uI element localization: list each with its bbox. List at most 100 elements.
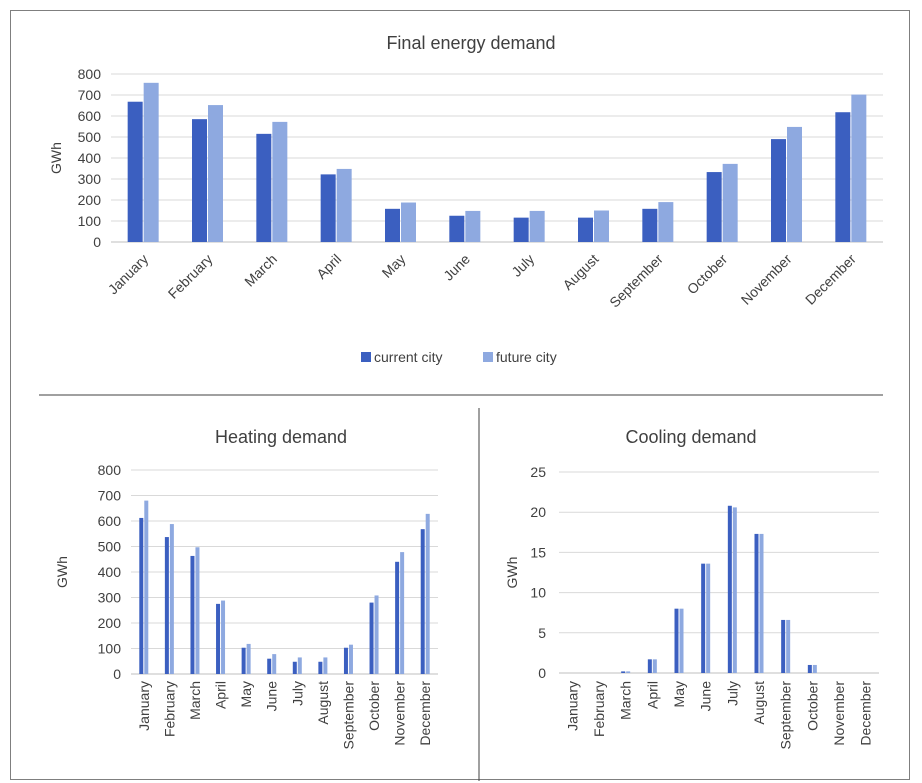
heating-x-tick-label: May (238, 681, 254, 707)
final-ylabel: GWh (48, 142, 64, 174)
final-bar-current (449, 215, 465, 242)
cooling-x-tick-label: November (831, 681, 847, 746)
legend-swatch-future (483, 352, 493, 362)
heating-bar-future (169, 524, 174, 674)
heating-y-tick-label: 400 (98, 564, 122, 580)
heating-bar-current (190, 555, 195, 674)
cooling-bar-future (706, 563, 711, 673)
heating-x-tick-label: July (289, 681, 305, 706)
final-bar-current (513, 217, 529, 242)
cooling-bar-current (727, 505, 732, 673)
heating-bar-current (216, 603, 221, 674)
final-bar-future (658, 202, 674, 242)
figure-frame: Final energy demand GWh 0 100 200 300 400 500 60… (10, 10, 910, 781)
heating-x-tick-label: December (417, 681, 433, 746)
cooling-y-tick-label: 25 (530, 464, 546, 480)
heating-x-tick-label: February (161, 681, 177, 737)
cooling-bar-future (732, 507, 737, 673)
figure-svg: Final energy demandGWh010020030040050060… (39, 33, 883, 781)
final-x-tick-label: June (440, 251, 473, 284)
heating-bar-current (369, 602, 374, 674)
final-x-tick-label: July (508, 251, 537, 280)
heating-y-tick-label: 0 (113, 666, 121, 682)
heating-x-tick-label: October (366, 681, 382, 731)
final-bar-future (208, 105, 223, 242)
heating-bar-future (297, 657, 302, 674)
heating-x-tick-label: September (340, 681, 356, 750)
final-bar-future (851, 94, 867, 242)
heating-bar-current (267, 658, 272, 674)
final-bar-future (272, 121, 288, 242)
heating-x-tick-label: November (392, 681, 408, 746)
cooling-x-tick-label: October (804, 681, 820, 731)
heating-ylabel: GWh (54, 556, 70, 588)
final-bar-current (192, 119, 207, 242)
cooling-bar-current (674, 608, 679, 673)
heating-y-tick-label: 700 (98, 488, 122, 504)
final-y-tick-label: 300 (78, 171, 102, 187)
cooling-x-tick-label: August (751, 681, 767, 725)
cooling-bar-current (807, 664, 812, 673)
final-bar-current (320, 174, 336, 242)
heating-y-tick-label: 200 (98, 615, 122, 631)
cooling-x-tick-label: December (858, 681, 874, 746)
cooling-x-tick-label: May (671, 681, 687, 707)
final-y-tick-label: 800 (78, 66, 102, 82)
final-bar-future (465, 210, 481, 242)
cooling-bar-current (647, 659, 652, 673)
final-y-tick-label: 500 (78, 129, 102, 145)
legend-label-future: future city (496, 349, 557, 365)
final-x-tick-label: February (165, 251, 216, 302)
cooling-bar-future (786, 619, 791, 673)
cooling-x-tick-label: June (698, 681, 714, 712)
heating-x-tick-label: August (315, 681, 331, 725)
final-bar-future (787, 126, 802, 242)
cooling-bar-future (626, 671, 631, 673)
final-y-tick-label: 200 (78, 192, 102, 208)
cooling-x-tick-label: January (564, 681, 580, 731)
final-bar-future (143, 82, 159, 242)
cooling-x-tick-label: February (591, 681, 607, 737)
final-x-tick-label: September (606, 251, 666, 311)
cooling-y-tick-label: 10 (530, 585, 546, 601)
cooling-chart: Cooling demand GWh 0 5 10 15 20 25 January Februa… (504, 427, 879, 749)
final-x-tick-label: October (684, 251, 731, 298)
final-x-tick-label: May (379, 251, 409, 281)
cooling-bar-future (679, 608, 684, 673)
final-bar-current (256, 133, 272, 242)
heating-bar-current (420, 529, 425, 674)
heating-bar-current (241, 647, 246, 674)
heating-chart: Heating demand GWh 0 100 200 300 400 500 600 700 8… (54, 427, 438, 749)
heating-y-tick-label: 500 (98, 539, 122, 555)
heating-bar-future (195, 547, 200, 674)
final-bar-current (385, 208, 400, 242)
final-bar-current (127, 101, 143, 242)
cooling-x-tick-label: September (778, 681, 794, 750)
legend: current city future city (361, 349, 557, 365)
final-x-tick-label: April (313, 251, 344, 282)
heating-bar-future (272, 654, 277, 674)
final-y-tick-label: 0 (93, 234, 101, 250)
heating-bar-current (318, 661, 323, 674)
heating-bar-current (343, 647, 348, 674)
heating-y-tick-label: 600 (98, 513, 122, 529)
cooling-title: Cooling demand (625, 427, 756, 447)
final-x-tick-label: March (241, 251, 280, 290)
cooling-bar-future (759, 533, 764, 673)
cooling-y-tick-label: 5 (538, 625, 546, 641)
cooling-bar-current (701, 563, 706, 673)
final-bar-future (401, 202, 416, 242)
cooling-y-tick-label: 20 (530, 504, 546, 520)
final-bar-current (771, 139, 786, 242)
cooling-bar-future (652, 659, 657, 673)
final-y-tick-label: 700 (78, 87, 102, 103)
final-bar-future (594, 210, 609, 242)
final-bar-current (578, 217, 593, 242)
legend-swatch-current (361, 352, 371, 362)
cooling-bar-future (812, 664, 817, 673)
cooling-y-tick-label: 0 (538, 665, 546, 681)
heating-bar-future (348, 644, 353, 674)
heating-x-tick-label: April (213, 681, 229, 709)
final-chart: Final energy demand GWh 0 100 200 300 400 500 60… (48, 33, 883, 311)
heating-x-tick-label: March (187, 681, 203, 720)
